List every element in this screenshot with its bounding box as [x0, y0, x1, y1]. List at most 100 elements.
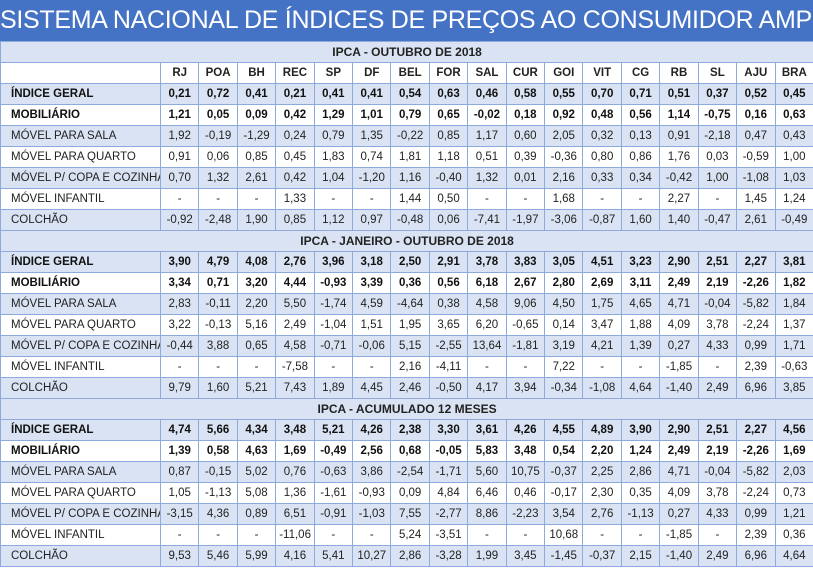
table-cell: -0,93 — [313, 272, 354, 294]
table-row: COLCHÃO -0,92 -2,48 1,90 0,85 1,12 0,97 -0,48 0,… — [0, 209, 813, 231]
section-header: IPCA - OUTUBRO DE 2018 — [0, 41, 813, 63]
table-cell: -0,42 — [659, 167, 699, 189]
table-cell: 8,86 — [467, 503, 507, 525]
table-cell: 4,79 — [198, 251, 238, 273]
row-label: MÓVEL INFANTIL — [0, 524, 161, 546]
table-cell: 0,14 — [544, 314, 584, 336]
table-cell: 4,64 — [620, 377, 661, 399]
table-cell: -0,92 — [159, 209, 200, 231]
table-cell: 3,90 — [620, 419, 661, 441]
table-cell: 3,65 — [428, 314, 469, 336]
table-cell: 1,89 — [313, 377, 354, 399]
table-cell: -0,37 — [582, 545, 622, 567]
table-cell: 1,21 — [159, 104, 200, 126]
table-row: MÓVEL PARA SALA 1,92 -0,19 -1,29 0,24 0,79 1,3… — [0, 125, 813, 147]
table-cell: -7,58 — [275, 356, 315, 378]
table-cell: 5,21 — [236, 377, 277, 399]
row-label: MÓVEL PARA SALA — [0, 125, 161, 147]
table-cell: 5,02 — [236, 461, 277, 483]
table-cell: 1,04 — [313, 167, 354, 189]
table-cell: 5,08 — [236, 482, 277, 504]
table-cell: 0,50 — [428, 188, 469, 210]
table-cell: -0,13 — [198, 314, 238, 336]
header-blank — [0, 62, 161, 84]
table-cell: 1,75 — [582, 293, 622, 315]
table-cell: 3,90 — [159, 251, 200, 273]
table-cell: 1,99 — [467, 545, 507, 567]
table-cell: -3,51 — [428, 524, 469, 546]
table-cell: 2,76 — [275, 251, 315, 273]
table-cell: 0,85 — [428, 125, 469, 147]
table-cell: 13,64 — [467, 335, 507, 357]
table-cell: 0,97 — [352, 209, 392, 231]
table-cell: 2,27 — [736, 251, 776, 273]
table-cell: 0,91 — [659, 125, 699, 147]
table-cell: 2,76 — [582, 503, 622, 525]
table-cell: 0,06 — [428, 209, 469, 231]
table-cell: 6,20 — [467, 314, 507, 336]
table-cell: 1,16 — [390, 167, 430, 189]
table-cell: 2,61 — [236, 167, 277, 189]
row-label: MÓVEL INFANTIL — [0, 188, 161, 210]
table-cell: -0,02 — [467, 104, 507, 126]
table-cell: -3,15 — [159, 503, 200, 525]
table-cell: 0,03 — [697, 146, 738, 168]
table-cell: - — [582, 188, 622, 210]
table-cell: -0,05 — [428, 440, 469, 462]
table-cell: 1,82 — [774, 272, 813, 294]
table-cell: -1,85 — [659, 524, 699, 546]
table-cell: -4,11 — [428, 356, 469, 378]
table-cell: 2,61 — [736, 209, 776, 231]
table-cell: 1,35 — [352, 125, 392, 147]
row-label: COLCHÃO — [0, 377, 161, 399]
table-cell: - — [313, 356, 354, 378]
table-cell: -2,48 — [198, 209, 238, 231]
table-cell: 4,71 — [659, 293, 699, 315]
table-cell: -1,03 — [352, 503, 392, 525]
table-cell: 3,86 — [352, 461, 392, 483]
table-cell: 2,56 — [352, 440, 392, 462]
table-cell: -0,93 — [352, 482, 392, 504]
table-cell: -4,64 — [390, 293, 430, 315]
table-cell: -5,82 — [736, 293, 776, 315]
table-cell: - — [467, 356, 507, 378]
table-cell: 0,24 — [275, 125, 315, 147]
table-row: MÓVEL PARA SALA 2,83 -0,11 2,20 5,50 -1,74 4,5… — [0, 293, 813, 315]
table-cell: 0,85 — [275, 209, 315, 231]
table-cell: -0,49 — [313, 440, 354, 462]
section-title: IPCA - ACUMULADO 12 MESES — [0, 398, 813, 420]
column-header: BH — [236, 62, 277, 84]
table-cell: 0,16 — [736, 104, 776, 126]
table-row: ÍNDICE GERAL 0,21 0,72 0,41 0,21 0,41 0,41 0,54… — [0, 83, 813, 105]
table-cell: 2,16 — [544, 167, 584, 189]
table-cell: 0,79 — [390, 104, 430, 126]
table-cell: 3,48 — [275, 419, 315, 441]
table-cell: 0,51 — [467, 146, 507, 168]
table-cell: 4,55 — [544, 419, 584, 441]
table-cell: 5,16 — [236, 314, 277, 336]
table-cell: 2,51 — [697, 419, 738, 441]
table-cell: -0,65 — [505, 314, 546, 336]
table-cell: 3,83 — [505, 251, 546, 273]
table-cell: -0,50 — [428, 377, 469, 399]
table-cell: - — [505, 356, 546, 378]
table-cell: 4,16 — [275, 545, 315, 567]
table-cell: 0,55 — [544, 83, 584, 105]
table-cell: 2,25 — [582, 461, 622, 483]
table-cell: 0,33 — [582, 167, 622, 189]
table-cell: -1,13 — [198, 482, 238, 504]
table-cell: -7,41 — [467, 209, 507, 231]
table-cell: 2,49 — [697, 377, 738, 399]
column-header: SP — [313, 62, 354, 84]
table-cell: -0,49 — [774, 209, 813, 231]
table-cell: 4,74 — [159, 419, 200, 441]
table-cell: 0,41 — [313, 83, 354, 105]
table-cell: 1,76 — [659, 146, 699, 168]
table-cell: 2,20 — [582, 440, 622, 462]
table-cell: 3,54 — [544, 503, 584, 525]
table-cell: 4,89 — [582, 419, 622, 441]
row-label: MÓVEL P/ COPA E COZINHA — [0, 167, 161, 189]
table-cell: 1,95 — [390, 314, 430, 336]
table-cell: 1,32 — [467, 167, 507, 189]
table-cell: 6,96 — [736, 545, 776, 567]
